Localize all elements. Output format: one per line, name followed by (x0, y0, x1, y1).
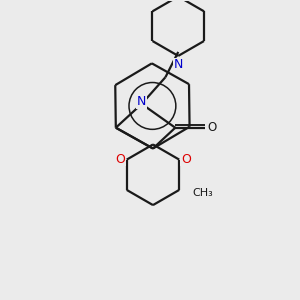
Text: N: N (173, 58, 183, 71)
Text: O: O (207, 121, 216, 134)
Text: O: O (115, 152, 125, 166)
Text: CH₃: CH₃ (193, 188, 213, 198)
Text: O: O (181, 152, 191, 166)
Text: N: N (137, 95, 146, 108)
